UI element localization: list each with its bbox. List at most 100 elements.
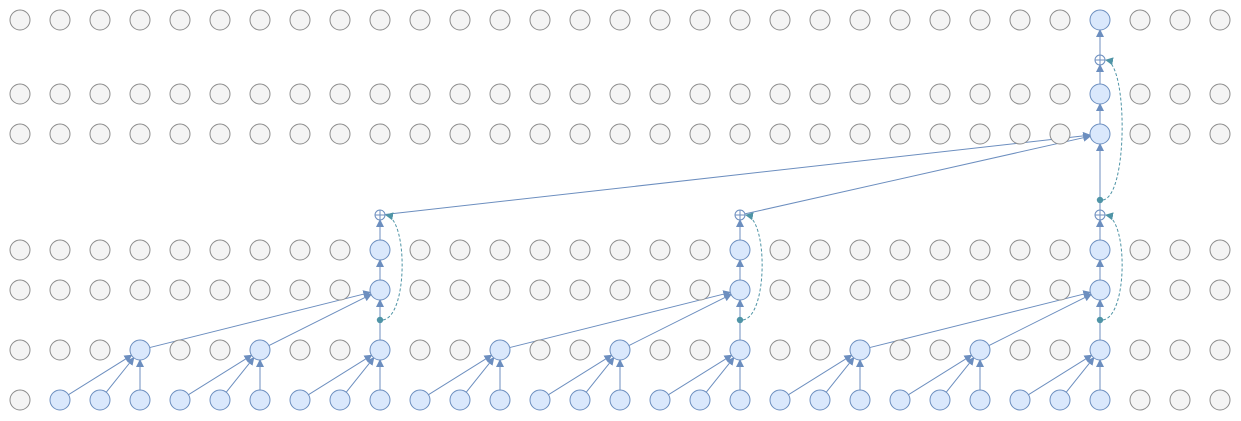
inactive-node-r1-c13	[529, 83, 551, 105]
inactive-node-r2-c4	[169, 123, 191, 145]
edge-r6-19-to-r5-21	[788, 354, 853, 396]
inactive-node-r3-c28	[1129, 239, 1151, 261]
edge-layer	[68, 29, 1104, 396]
edge-r6-5-to-r5-6	[225, 357, 255, 393]
inactive-node-r4-c13	[529, 279, 551, 301]
active-node-r6-c17	[689, 389, 711, 411]
residual-connection	[382, 212, 403, 321]
inactive-node-r1-c10	[409, 83, 431, 105]
inactive-node-r2-c18	[729, 123, 751, 145]
inactive-node-r3-c14	[569, 239, 591, 261]
edge-r6-11-to-r5-12	[465, 357, 495, 393]
add-op-layer	[374, 54, 1106, 221]
edge-r6-20-to-r5-21	[825, 357, 855, 393]
inactive-node-r0-c26	[1049, 9, 1071, 31]
inactive-node-r2-c1	[49, 123, 71, 145]
inactive-node-r2-c24	[969, 123, 991, 145]
inactive-node-r3-c13	[529, 239, 551, 261]
inactive-node-r0-c30	[1209, 9, 1231, 31]
inactive-node-r1-c5	[209, 83, 231, 105]
edge-r5-24-to-r4-27	[988, 294, 1092, 346]
inactive-node-r3-c0	[9, 239, 31, 261]
active-node-r6-c24	[969, 389, 991, 411]
inactive-node-r5-c19	[769, 339, 791, 361]
inactive-node-r2-c14	[569, 123, 591, 145]
inactive-node-r3-c4	[169, 239, 191, 261]
inactive-node-r0-c12	[489, 9, 511, 31]
residual-layer	[376, 57, 1123, 324]
inactive-node-r0-c24	[969, 9, 991, 31]
inactive-node-r0-c11	[449, 9, 471, 31]
inactive-node-r0-c6	[249, 9, 271, 31]
active-node-r6-c22	[889, 389, 911, 411]
active-node-r5-c12	[489, 339, 511, 361]
inactive-node-r5-c14	[569, 339, 591, 361]
inactive-node-r1-c7	[289, 83, 311, 105]
inactive-node-r4-c4	[169, 279, 191, 301]
active-node-r6-c9	[369, 389, 391, 411]
active-node-r6-c16	[649, 389, 671, 411]
active-node-r4-c27	[1089, 279, 1111, 301]
inactive-node-r1-c11	[449, 83, 471, 105]
inactive-node-r2-c12	[489, 123, 511, 145]
inactive-node-r3-c12	[489, 239, 511, 261]
inactive-node-r4-c14	[569, 279, 591, 301]
residual-branch-dot	[1096, 196, 1104, 204]
inactive-node-r4-c0	[9, 279, 31, 301]
inactive-node-r2-c22	[889, 123, 911, 145]
inactive-node-r4-c22	[889, 279, 911, 301]
inactive-node-r4-c24	[969, 279, 991, 301]
inactive-node-r2-c20	[809, 123, 831, 145]
residual-connection	[742, 212, 763, 321]
inactive-node-r3-c6	[249, 239, 271, 261]
inactive-node-r4-c20	[809, 279, 831, 301]
inactive-node-r4-c10	[409, 279, 431, 301]
inactive-node-r4-c8	[329, 279, 351, 301]
inactive-node-r2-c7	[289, 123, 311, 145]
inactive-node-r1-c2	[89, 83, 111, 105]
edge-add-9-to-r2-27	[384, 131, 1092, 215]
residual-connection	[1102, 212, 1123, 321]
active-node-r5-c15	[609, 339, 631, 361]
inactive-node-r4-c26	[1049, 279, 1071, 301]
active-node-r6-c4	[169, 389, 191, 411]
inactive-node-r1-c1	[49, 83, 71, 105]
inactive-node-r3-c5	[209, 239, 231, 261]
active-node-r6-c7	[289, 389, 311, 411]
inactive-node-r0-c8	[329, 9, 351, 31]
active-node-r4-c9	[369, 279, 391, 301]
add-op-add2-c27	[1094, 54, 1106, 66]
inactive-node-r4-c17	[689, 279, 711, 301]
inactive-node-r2-c10	[409, 123, 431, 145]
edge-r6-14-to-r5-15	[585, 357, 615, 393]
residual-connection	[1102, 57, 1123, 201]
active-node-r6-c26	[1049, 389, 1071, 411]
inactive-node-r4-c16	[649, 279, 671, 301]
inactive-node-r0-c3	[129, 9, 151, 31]
edge-r6-4-to-r5-6	[188, 354, 253, 396]
inactive-node-r5-c10	[409, 339, 431, 361]
edge-r6-7-to-r5-9	[308, 354, 373, 396]
active-node-r5-c18	[729, 339, 751, 361]
active-node-r0-c27	[1089, 9, 1111, 31]
inactive-node-r4-c19	[769, 279, 791, 301]
inactive-node-r2-c8	[329, 123, 351, 145]
inactive-node-r1-c23	[929, 83, 951, 105]
add-op-add-c27	[1094, 209, 1106, 221]
inactive-node-r2-c15	[609, 123, 631, 145]
inactive-node-r0-c7	[289, 9, 311, 31]
inactive-node-r2-c13	[529, 123, 551, 145]
inactive-node-r3-c26	[1049, 239, 1071, 261]
inactive-node-r0-c22	[889, 9, 911, 31]
edge-r5-3-to-r4-9	[149, 290, 372, 349]
inactive-node-r1-c17	[689, 83, 711, 105]
inactive-node-r3-c7	[289, 239, 311, 261]
active-node-r5-c9	[369, 339, 391, 361]
inactive-node-r1-c22	[889, 83, 911, 105]
inactive-node-r5-c17	[689, 339, 711, 361]
inactive-node-r2-c0	[9, 123, 31, 145]
inactive-node-r5-c8	[329, 339, 351, 361]
active-node-r6-c13	[529, 389, 551, 411]
inactive-node-r2-c19	[769, 123, 791, 145]
inactive-node-r5-c25	[1009, 339, 1031, 361]
